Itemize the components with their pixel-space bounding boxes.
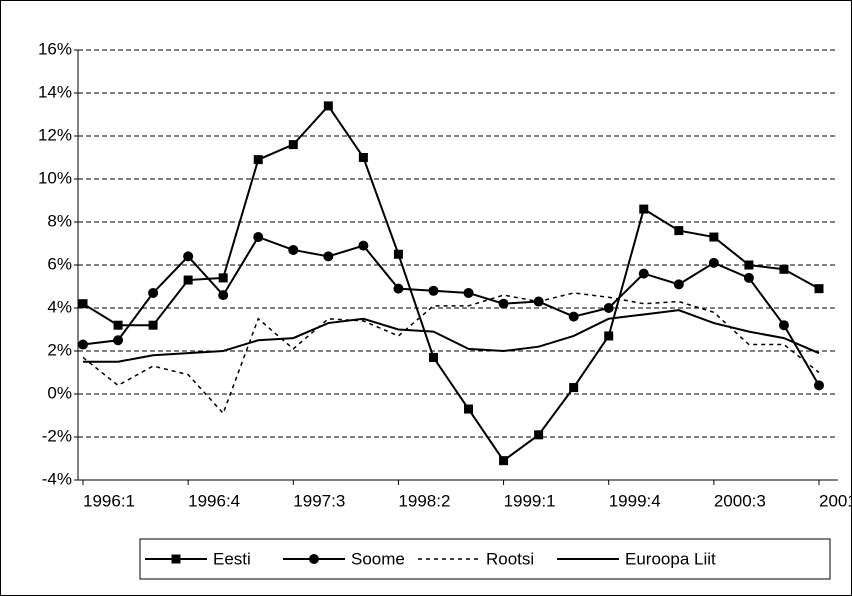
data-point xyxy=(323,101,333,111)
data-point xyxy=(288,140,298,150)
data-point xyxy=(218,273,228,283)
data-point xyxy=(358,240,369,251)
legend-box xyxy=(139,538,831,580)
data-point xyxy=(743,272,754,283)
legend-label: Soome xyxy=(351,549,405,568)
legend-label: Rootsi xyxy=(486,549,534,568)
data-point xyxy=(288,244,299,255)
data-point xyxy=(708,257,719,268)
data-point xyxy=(569,383,579,393)
data-point xyxy=(639,204,649,214)
legend-label: Euroopa Liit xyxy=(625,549,716,568)
data-point xyxy=(148,320,158,330)
data-point xyxy=(428,352,438,362)
y-tick-label: 0% xyxy=(47,383,72,402)
data-point xyxy=(814,284,824,294)
series-line xyxy=(82,235,820,386)
data-point xyxy=(358,153,368,162)
data-point xyxy=(498,298,509,309)
y-tick-label: 8% xyxy=(47,211,72,230)
data-point xyxy=(78,299,88,309)
y-tick-label: 12% xyxy=(38,125,72,144)
y-tick-label: 4% xyxy=(47,297,72,316)
y-tick-label: 6% xyxy=(47,254,72,273)
legend-marker xyxy=(171,554,181,564)
y-tick-label: 2% xyxy=(47,340,72,359)
data-point xyxy=(744,260,754,270)
data-point xyxy=(183,275,193,285)
data-point xyxy=(709,232,719,242)
data-point xyxy=(603,303,614,313)
data-point xyxy=(779,264,789,274)
series-line xyxy=(83,309,820,363)
data-point xyxy=(673,279,684,290)
data-point xyxy=(323,251,334,262)
legend-marker xyxy=(309,554,319,564)
x-tick-label: 1998:2 xyxy=(398,491,450,510)
data-point xyxy=(814,380,824,391)
data-point xyxy=(604,331,614,341)
data-point xyxy=(568,311,579,322)
x-tick-label: 1997:3 xyxy=(293,491,345,510)
x-tick-label: 2001:2 xyxy=(819,491,852,510)
y-tick-label: 10% xyxy=(38,168,72,187)
data-point xyxy=(148,287,159,298)
x-tick-label: 1996:1 xyxy=(83,491,135,510)
data-point xyxy=(393,283,404,294)
data-point xyxy=(499,456,509,466)
x-tick-label: 2000:3 xyxy=(714,491,766,510)
data-point xyxy=(218,290,229,301)
data-point xyxy=(253,232,264,243)
data-point xyxy=(778,320,789,331)
data-point xyxy=(78,339,88,350)
x-tick-label: 1999:4 xyxy=(609,491,661,510)
data-point xyxy=(428,285,439,296)
data-point xyxy=(393,249,403,259)
data-point xyxy=(534,430,544,440)
data-point xyxy=(113,335,124,346)
x-tick-label: 1996:4 xyxy=(188,491,240,510)
data-point xyxy=(113,320,123,330)
data-point xyxy=(464,404,474,414)
data-point xyxy=(638,268,649,279)
data-point xyxy=(183,251,194,262)
series-line xyxy=(82,292,820,415)
data-point xyxy=(463,287,474,298)
x-tick-label: 1999:1 xyxy=(504,491,556,510)
data-point xyxy=(253,155,263,165)
data-point xyxy=(674,226,684,236)
y-tick-label: -4% xyxy=(42,469,72,488)
y-tick-label: 16% xyxy=(38,39,72,58)
legend-label: Eesti xyxy=(213,549,251,568)
series-line xyxy=(82,104,820,463)
y-tick-label: -2% xyxy=(42,426,72,445)
y-tick-label: 14% xyxy=(38,82,72,101)
